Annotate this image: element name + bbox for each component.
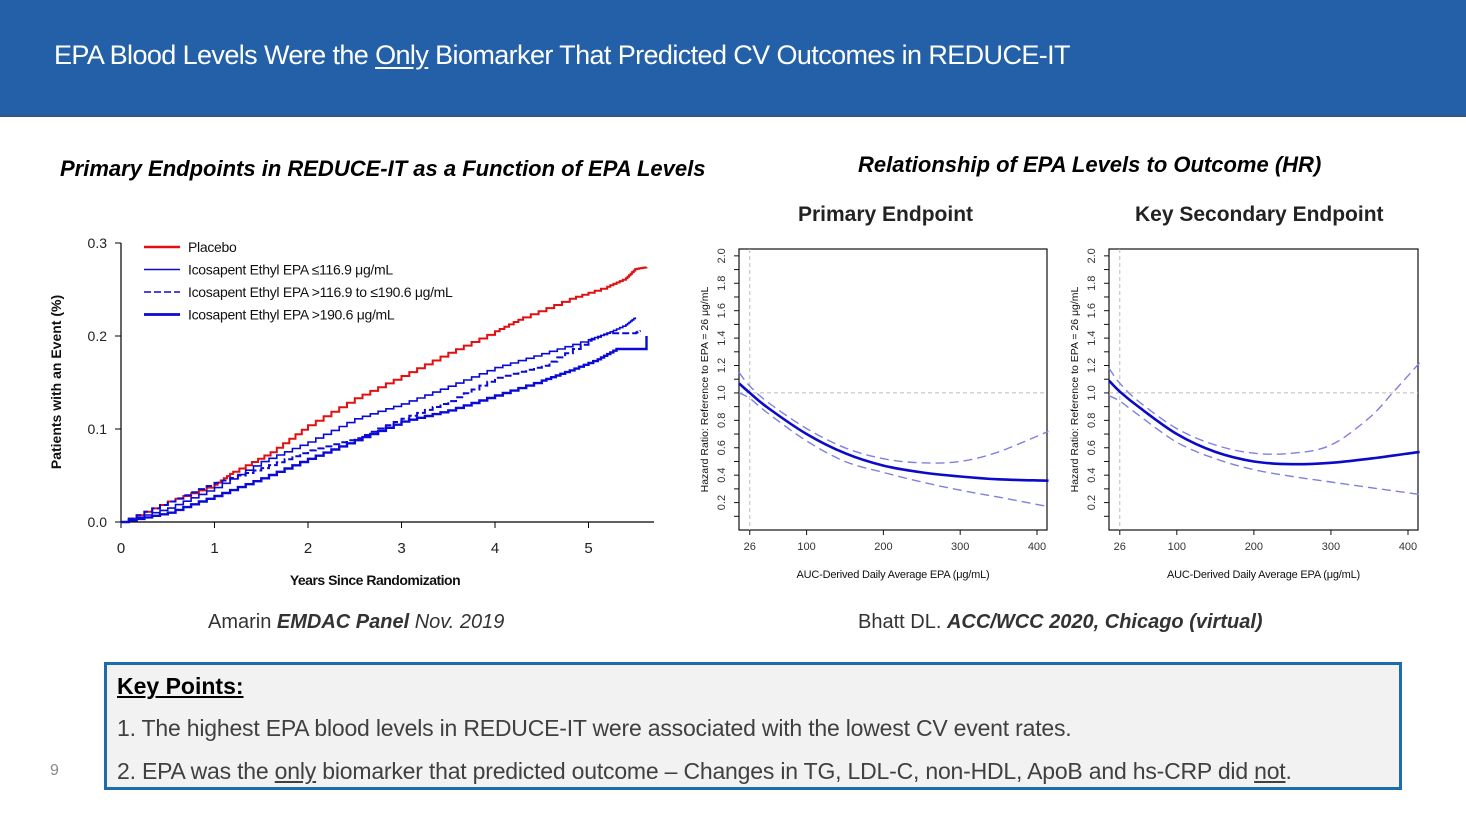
primary-endpoint-title: Primary Endpoint bbox=[798, 203, 974, 226]
citation-source: EMDAC Panel bbox=[276, 611, 410, 633]
hr-series-ci-1 bbox=[738, 371, 1049, 464]
y-tick-label: 0.8 bbox=[1086, 413, 1098, 428]
x-axis-label: AUC-Derived Daily Average EPA (μg/mL) bbox=[1167, 569, 1360, 581]
y-tick-label: 1.0 bbox=[1086, 385, 1098, 400]
citation-source: ACC/WCC 2020, Chicago (virtual) bbox=[946, 611, 1263, 633]
x-tick-label: 2 bbox=[304, 540, 312, 557]
y-tick-label: 1.4 bbox=[716, 330, 728, 345]
y-tick-label: 1.2 bbox=[1086, 358, 1098, 373]
x-tick-label: 300 bbox=[951, 541, 969, 553]
x-tick-label: 300 bbox=[1322, 541, 1340, 553]
key-point-1: 1. The highest EPA blood levels in REDUC… bbox=[117, 715, 1072, 741]
hr-series-ci-1 bbox=[1108, 362, 1421, 455]
left-citation: Amarin EMDAC Panel Nov. 2019 bbox=[208, 611, 504, 634]
hr-primary-chart: 0.2 0.4 0.6 0.8 1.0 1.2 1.4 1.6 1.8 2.0 26 100 200 30… bbox=[699, 248, 1049, 581]
y-tick-label: 1.6 bbox=[1086, 303, 1098, 318]
x-tick-label: 400 bbox=[1399, 541, 1417, 553]
x-tick-label: 26 bbox=[744, 541, 756, 553]
x-tick-label: 26 bbox=[1114, 541, 1126, 553]
hr-series-estimate-0 bbox=[1108, 379, 1420, 466]
x-tick-label: 200 bbox=[1245, 541, 1263, 553]
legend-label: Icosapent Ethyl EPA ≤116.9 μg/mL bbox=[188, 262, 393, 278]
key-point-2-emphasis: only bbox=[274, 758, 317, 784]
slide-title: EPA Blood Levels Were the Only Biomarker… bbox=[54, 40, 1071, 71]
y-tick-label: 0.1 bbox=[88, 421, 108, 437]
y-tick-label: 2.0 bbox=[1086, 248, 1098, 263]
y-tick-label: 0.4 bbox=[1086, 468, 1098, 483]
x-tick-label: 1 bbox=[210, 540, 218, 557]
legend-label: Icosapent Ethyl EPA >116.9 to ≤190.6 μg/… bbox=[188, 284, 453, 300]
key-point-2: 2. EPA was the only biomarker that predi… bbox=[117, 758, 1292, 785]
hr-series-estimate-0 bbox=[738, 382, 1049, 482]
x-axis-label: Years Since Randomization bbox=[290, 572, 460, 588]
right-citation: Bhatt DL. ACC/WCC 2020, Chicago (virtual… bbox=[858, 611, 1263, 634]
x-tick-label: 4 bbox=[491, 540, 499, 557]
y-tick-label: 0.0 bbox=[88, 514, 108, 530]
y-tick-label: 0.2 bbox=[88, 328, 108, 344]
citation-author: Amarin bbox=[208, 611, 277, 633]
km-series-line-2 bbox=[121, 329, 641, 523]
y-tick-label: 2.0 bbox=[716, 248, 728, 263]
y-tick-label: 1.6 bbox=[716, 303, 728, 318]
hr-series-ci-2 bbox=[1108, 395, 1420, 496]
plot-frame bbox=[1108, 248, 1419, 531]
secondary-endpoint-title: Key Secondary Endpoint bbox=[1135, 203, 1384, 226]
hr-secondary-chart: 0.2 0.4 0.6 0.8 1.0 1.2 1.4 1.6 1.8 2.0 26 100 200 30… bbox=[1069, 248, 1421, 581]
y-tick-label: 1.2 bbox=[716, 358, 728, 373]
km-series-line-3 bbox=[121, 336, 648, 524]
km-series-line-0 bbox=[121, 266, 648, 523]
y-tick-label: 0.2 bbox=[1086, 495, 1098, 510]
x-tick-label: 5 bbox=[584, 540, 592, 557]
key-points-heading: Key Points: bbox=[117, 673, 244, 699]
right-panel-title: Relationship of EPA Levels to Outcome (H… bbox=[858, 152, 1322, 177]
key-point-2-text-mid: biomarker that predicted outcome – Chang… bbox=[316, 758, 1255, 784]
x-tick-label: 200 bbox=[874, 541, 892, 553]
y-tick-label: 0.6 bbox=[1086, 440, 1098, 455]
plot-frame bbox=[738, 248, 1048, 531]
y-axis-label: Patients with an Event (%) bbox=[48, 295, 64, 469]
x-tick-label: 400 bbox=[1028, 541, 1046, 553]
y-tick-label: 1.4 bbox=[1086, 330, 1098, 345]
y-tick-label: 0.2 bbox=[716, 495, 728, 510]
hr-series-ci-2 bbox=[738, 392, 1049, 508]
key-point-2-emphasis-not: not bbox=[1254, 758, 1286, 784]
y-tick-label: 0.3 bbox=[88, 235, 108, 251]
title-text-rest: Biomarker That Predicted CV Outcomes in … bbox=[428, 40, 1070, 70]
y-tick-label: 1.0 bbox=[716, 385, 728, 400]
legend-label: Placebo bbox=[188, 239, 237, 255]
y-tick-label: 0.4 bbox=[716, 468, 728, 483]
y-tick-label: 0.8 bbox=[716, 413, 728, 428]
y-tick-label: 0.6 bbox=[716, 440, 728, 455]
km-chart: 0.0 0.1 0.2 0.3 0 1 2 3 4 5 Years Since Randomizat… bbox=[48, 235, 654, 588]
title-underlined-word: Only bbox=[375, 40, 429, 70]
left-panel-title: Primary Endpoints in REDUCE-IT as a Func… bbox=[60, 156, 706, 181]
y-axis-label: Hazard Ratio: Reference to EPA = 26 μg/m… bbox=[1069, 286, 1081, 492]
slide-header: EPA Blood Levels Were the Only Biomarker… bbox=[0, 0, 1466, 117]
x-axis-label: AUC-Derived Daily Average EPA (μg/mL) bbox=[797, 569, 990, 581]
x-tick-label: 100 bbox=[797, 541, 815, 553]
y-axis-label: Hazard Ratio: Reference to EPA = 26 μg/m… bbox=[699, 286, 711, 492]
citation-author: Bhatt DL. bbox=[858, 611, 947, 633]
y-tick-label: 1.8 bbox=[716, 276, 728, 291]
x-tick-label: 0 bbox=[117, 540, 125, 557]
legend-label: Icosapent Ethyl EPA >190.6 μg/mL bbox=[188, 307, 395, 323]
title-text: EPA Blood Levels Were the bbox=[54, 40, 376, 70]
x-tick-label: 100 bbox=[1168, 541, 1186, 553]
page-number: 9 bbox=[50, 762, 59, 779]
y-tick-label: 1.8 bbox=[1086, 276, 1098, 291]
key-points-box: Key Points: 1. The highest EPA blood lev… bbox=[104, 662, 1402, 790]
key-point-2-end: . bbox=[1285, 758, 1292, 784]
key-point-2-text: 2. EPA was the bbox=[117, 758, 275, 784]
citation-date: Nov. 2019 bbox=[409, 611, 505, 633]
x-tick-label: 3 bbox=[397, 540, 405, 557]
